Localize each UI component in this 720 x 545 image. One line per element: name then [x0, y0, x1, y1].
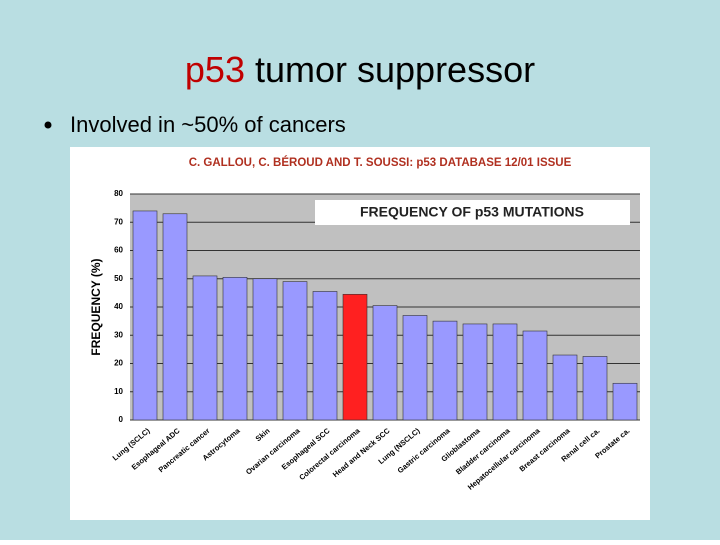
bar	[342, 293, 368, 421]
bullet-text: Involved in ~50% of cancers	[70, 112, 346, 137]
y-tick-label: 60	[114, 246, 123, 255]
title-highlight: p53	[185, 49, 245, 90]
bar	[552, 354, 578, 421]
y-tick-label: 20	[114, 359, 123, 368]
bar	[612, 382, 638, 421]
y-tick-label: 80	[114, 189, 123, 198]
bar	[192, 275, 218, 421]
bar	[372, 305, 398, 421]
y-tick-label: 50	[114, 274, 123, 283]
bullet-dot	[44, 121, 52, 129]
bar	[312, 291, 338, 421]
y-tick-label: 30	[114, 330, 123, 339]
title-rest: tumor suppressor	[255, 49, 535, 90]
y-tick-label: 40	[114, 302, 123, 311]
chart-title-box	[315, 200, 630, 225]
chart-title: FREQUENCY OF p53 MUTATIONS	[360, 204, 584, 220]
bar	[222, 277, 248, 421]
bar	[162, 213, 188, 421]
bar	[522, 330, 548, 421]
slide-title: p53 tumor suppressor	[185, 49, 535, 90]
bar	[132, 210, 158, 421]
bar	[402, 315, 428, 421]
chart-source: C. GALLOU, C. BÉROUD AND T. SOUSSI: p53 …	[189, 156, 572, 169]
y-tick-label: 10	[114, 387, 123, 396]
y-axis-label: FREQUENCY (%)	[89, 258, 103, 355]
bar	[252, 278, 278, 421]
y-tick-label: 70	[114, 217, 123, 226]
bar	[282, 281, 308, 421]
bar	[432, 320, 458, 421]
bar	[492, 323, 518, 421]
y-tick-label: 0	[119, 415, 124, 424]
bar	[462, 323, 488, 421]
bar	[582, 356, 608, 421]
